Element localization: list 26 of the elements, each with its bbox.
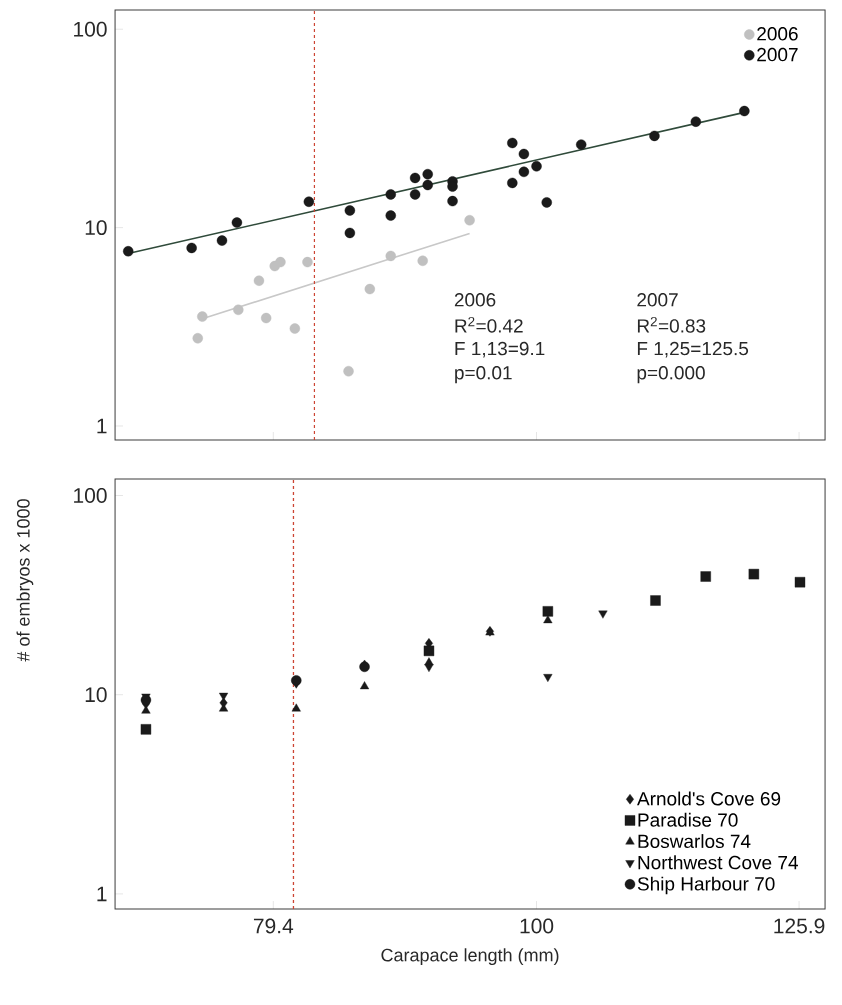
- y-tick-label: 100: [74, 488, 107, 503]
- x-tick-label: 125.9: [774, 918, 825, 934]
- annotation: 2006: [454, 293, 496, 307]
- legend-label: Boswarlos 74: [638, 834, 751, 849]
- y-tick-label: 10: [85, 687, 107, 703]
- y-axis-title: # of embryos x 1000: [16, 499, 34, 662]
- legend-label: 2007: [757, 47, 798, 62]
- annotation: 2007: [637, 293, 678, 307]
- y-tick-label: 1: [97, 418, 107, 434]
- y-tick-label: 10: [85, 220, 107, 236]
- annotation: F 1,25=125.5: [637, 341, 749, 358]
- legend-label: 2006: [757, 27, 798, 41]
- legend-label: Paradise 70: [638, 812, 738, 827]
- annotation: R$^{2}$=0.42: [455, 316, 523, 333]
- legend-label: Arnold's Cove 69: [637, 791, 781, 806]
- x-axis-title: Carapace length (mm): [381, 948, 559, 966]
- legend-label: Ship Harbour 70: [637, 876, 775, 895]
- annotation: R$^{2}$=0.83: [637, 316, 706, 333]
- x-tick-label: 79.4: [253, 918, 294, 934]
- annotation: p=0.01: [455, 366, 512, 384]
- annotation: F 1,13=9.1: [455, 341, 545, 358]
- y-tick-label: 100: [74, 21, 107, 37]
- x-tick-label: 100: [520, 918, 554, 934]
- annotation: p=0.000: [637, 366, 705, 384]
- y-tick-label: 1: [97, 886, 107, 902]
- legend-label: Northwest Cove 74: [638, 855, 798, 870]
